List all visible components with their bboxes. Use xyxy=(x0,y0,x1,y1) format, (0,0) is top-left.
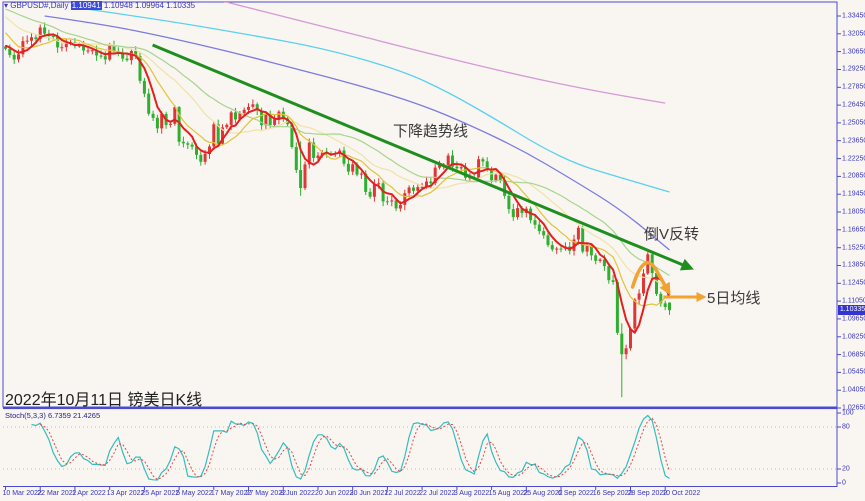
price-label: 1.12450 xyxy=(842,279,865,287)
ma120-line xyxy=(79,7,670,193)
price-label: 1.06850 xyxy=(842,351,865,359)
price-label: 1.23650 xyxy=(842,137,865,145)
ma5-annotation: 5日均线 xyxy=(707,290,761,307)
price-label: 1.09650 xyxy=(842,315,865,323)
ma250-line xyxy=(223,2,666,104)
ohlc-close: 1.10335 xyxy=(166,1,196,10)
date-label: 25 Apr 2022 xyxy=(141,490,180,497)
stoch-scale-label: 20 xyxy=(842,465,850,473)
price-label: 1.15250 xyxy=(842,244,865,252)
price-label: 1.04050 xyxy=(842,386,865,394)
date-label: 22 Mar 2022 xyxy=(37,490,77,497)
inverted-v-arrow xyxy=(630,261,671,296)
stochastic-pane[interactable] xyxy=(3,414,837,481)
date-label: 20 Jun 2022 xyxy=(314,490,354,497)
date-label: 10 Oct 2022 xyxy=(662,490,701,497)
symbol-header: ▾ GBPUSD#,Daily 1.10941 1.10948 1.09964 … xyxy=(4,1,195,10)
price-label: 1.05450 xyxy=(842,368,865,376)
ma20-line xyxy=(5,16,670,292)
date-label: 17 May 2022 xyxy=(210,490,252,497)
date-label: 22 Jul 2022 xyxy=(419,490,456,497)
date-label: 6 Sep 2022 xyxy=(558,490,594,497)
trendline-annotation: 下降趋势线 xyxy=(393,123,469,140)
price-label: 1.02650 xyxy=(842,404,865,412)
date-label: 5 May 2022 xyxy=(176,490,213,497)
axis-ticks xyxy=(5,15,841,490)
stoch-d-value: 21.4265 xyxy=(73,411,101,420)
price-label: 1.08250 xyxy=(842,333,865,341)
date-axis[interactable]: 10 Mar 2022 22 Mar 2022 1 Apr 2022 13 Apr 2… xyxy=(0,487,865,501)
date-label: 10 Mar 2022 xyxy=(2,490,42,497)
stoch-k-line xyxy=(31,414,670,481)
ohlc-high: 1.10948 xyxy=(103,1,133,10)
chart-caption: 2022年10月11日 镑美日K线 xyxy=(5,392,203,409)
date-label: 12 Jul 2022 xyxy=(384,490,421,497)
stoch-d-line xyxy=(39,417,670,481)
stoch-scale-label: 80 xyxy=(842,423,850,431)
date-label: 15 Aug 2022 xyxy=(488,490,528,497)
price-label: 1.25050 xyxy=(842,119,865,127)
price-axis[interactable]: 1.33450 1.32050 1.30650 1.29250 1.27850 1.264… xyxy=(838,0,865,501)
chart-dropdown-icon[interactable]: ▾ xyxy=(4,1,9,10)
symbol-name: GBPUSD#,Daily xyxy=(10,1,69,10)
price-label: 1.22250 xyxy=(842,155,865,163)
inverted-v-annotation: 倒V反转 xyxy=(644,226,700,243)
date-label: 27 May 2022 xyxy=(245,490,287,497)
stoch-k-value: 6.7359 xyxy=(47,411,71,420)
price-label: 1.30650 xyxy=(842,48,865,56)
candlestick-layer xyxy=(4,22,671,398)
ma30-line xyxy=(5,8,670,277)
ma5-line xyxy=(5,33,671,334)
ohlc-open: 1.10941 xyxy=(70,1,102,10)
price-label: 1.20850 xyxy=(842,172,865,180)
date-label: 13 Apr 2022 xyxy=(106,490,145,497)
price-label: 1.29250 xyxy=(842,65,865,73)
date-label: 28 Sep 2022 xyxy=(627,490,668,497)
date-label: 16 Sep 2022 xyxy=(592,490,633,497)
ohlc-low: 1.09964 xyxy=(135,1,164,10)
price-label: 1.27850 xyxy=(842,83,865,91)
price-label: 1.16650 xyxy=(842,226,865,234)
stochastic-label: Stoch(5,3,3) 6.7359 21.4265 xyxy=(5,411,101,420)
ma60-line xyxy=(44,15,670,251)
price-label: 1.26450 xyxy=(842,101,865,109)
downtrend-line[interactable] xyxy=(152,43,694,271)
ma10-line xyxy=(5,32,670,307)
price-label: 1.18050 xyxy=(842,208,865,216)
stoch-scale-label: 100 xyxy=(842,409,854,417)
date-label: 8 Jun 2022 xyxy=(280,490,315,497)
pane-borders xyxy=(2,1,838,487)
date-label: 3 Aug 2022 xyxy=(453,490,490,497)
stoch-scale-label: 0 xyxy=(842,479,846,487)
price-label: 1.13850 xyxy=(842,261,865,269)
price-label: 1.19450 xyxy=(842,190,865,198)
price-label: 1.33450 xyxy=(842,12,865,20)
current-price-badge: 1.10335 xyxy=(838,305,865,316)
date-label: 1 Apr 2022 xyxy=(71,490,106,497)
price-label: 1.32050 xyxy=(842,30,865,38)
price-label: 1.11050 xyxy=(842,297,865,305)
date-label: 30 Jun 2022 xyxy=(349,490,389,497)
date-label: 25 Aug 2022 xyxy=(523,490,563,497)
